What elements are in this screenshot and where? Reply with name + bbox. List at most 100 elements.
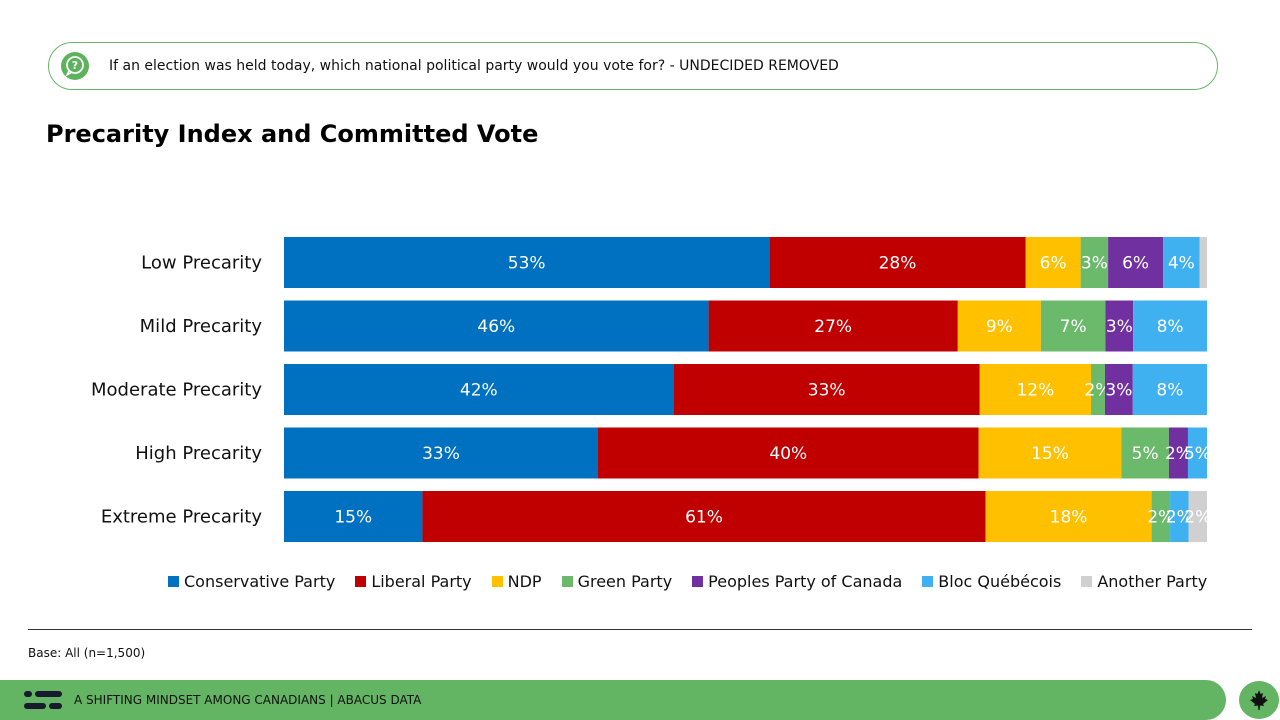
data-label: 15% (334, 508, 372, 528)
legend-swatch (561, 575, 573, 587)
data-label: 2% (1085, 381, 1112, 401)
legend-label: Conservative Party (184, 571, 336, 591)
data-label: 53% (508, 254, 546, 274)
data-label: 40% (769, 444, 807, 464)
bar-segment (1105, 300, 1134, 352)
footer-band: A SHIFTING MINDSET AMONG CANADIANS | ABA… (0, 680, 1226, 720)
legend-item: Liberal Party (355, 571, 472, 591)
bar-segment (1168, 427, 1188, 479)
bar-segment (769, 237, 1026, 288)
bar-segment (284, 427, 599, 479)
question-speech-icon: ? (61, 52, 89, 80)
bar-segment (708, 300, 958, 352)
bar-segment (1170, 491, 1189, 542)
bar-segment (979, 364, 1092, 415)
data-label: 15% (1031, 444, 1069, 464)
data-label: 33% (808, 381, 846, 401)
data-label: 3% (1105, 381, 1132, 401)
bar-segment (1199, 237, 1207, 288)
data-label: 8% (1157, 317, 1184, 337)
bar-segment (284, 237, 770, 288)
legend-item: Another Party (1081, 572, 1207, 591)
data-label: 5% (1132, 444, 1159, 464)
category-label: Extreme Precarity (101, 507, 262, 528)
legend-swatch (1081, 575, 1093, 587)
bar-segment (1163, 237, 1200, 288)
bar-segment (598, 427, 979, 479)
legend-item: Conservative Party (168, 572, 335, 591)
bar-segment (284, 364, 674, 415)
bar-segment (1040, 300, 1106, 352)
legend-item: NDP (491, 571, 542, 591)
bar-segment (1187, 427, 1207, 479)
bar-segment (1121, 427, 1169, 479)
bar-segment (1151, 491, 1171, 542)
data-label: 2% (1147, 508, 1174, 528)
category-label: High Precarity (135, 443, 262, 464)
footer-text: A SHIFTING MINDSET AMONG CANADIANS | ABA… (74, 693, 422, 707)
base-footnote: Base: All (n=1,500) (28, 646, 146, 660)
data-label: 5% (1184, 444, 1211, 464)
question-box: ? If an election was held today, which n… (48, 42, 1218, 90)
bar-segment (673, 364, 980, 415)
bar-segment (284, 491, 423, 542)
svg-text:?: ? (72, 59, 78, 72)
legend-item: Peoples Party of Canada (692, 572, 902, 591)
legend-label: Liberal Party (371, 571, 472, 591)
bar-segment (422, 491, 986, 542)
data-label: 6% (1040, 254, 1067, 274)
data-label: 2% (1166, 508, 1193, 528)
data-label: 2% (1184, 508, 1211, 528)
data-label: 3% (1106, 317, 1133, 337)
category-label: Low Precarity (141, 253, 262, 274)
data-label: 8% (1156, 381, 1183, 401)
category-label: Moderate Precarity (91, 380, 262, 401)
bar-segment (978, 427, 1122, 479)
stacked-bar-chart: Low Precarity 53% 28% 6% 3% 6% 4% Mild Precarit… (91, 237, 1211, 542)
legend-swatch (491, 575, 503, 587)
data-label: 61% (685, 508, 723, 528)
data-label: 18% (1050, 508, 1088, 528)
data-label: 46% (477, 317, 515, 337)
bar-segment (1080, 237, 1109, 288)
legend-label: Another Party (1097, 571, 1208, 591)
data-label: 33% (422, 444, 460, 464)
legend-label: NDP (507, 571, 542, 591)
legend-swatch (692, 575, 704, 587)
maple-leaf-icon (1239, 681, 1279, 719)
bar-segment (284, 300, 709, 352)
legend-swatch (168, 575, 179, 587)
category-label: Mild Precarity (140, 316, 263, 337)
bar-segment (1025, 237, 1081, 288)
data-label: 9% (986, 317, 1013, 337)
chart-title: Precarity Index and Committed Vote (46, 120, 539, 148)
data-label: 2% (1165, 444, 1192, 464)
data-label: 27% (814, 317, 852, 337)
question-text: If an election was held today, which nat… (109, 58, 839, 74)
data-label: 4% (1168, 254, 1195, 274)
chart-legend: Conservative Party Liberal Party NDP Green … (168, 570, 1227, 592)
data-label: 42% (460, 381, 498, 401)
legend-swatch (922, 575, 934, 587)
data-label: 3% (1081, 254, 1108, 274)
data-label: 28% (879, 254, 917, 274)
legend-item: Bloc Québécois (922, 572, 1061, 591)
legend-swatch (355, 575, 367, 587)
legend-item: Green Party (561, 571, 673, 591)
footnote-divider (28, 629, 1252, 630)
bar-segment (1133, 300, 1207, 352)
bar-segment (1091, 364, 1105, 415)
legend-label: Peoples Party of Canada (708, 571, 903, 591)
data-label: 12% (1016, 381, 1054, 401)
legend-label: Green Party (577, 571, 673, 591)
bar-segment (957, 300, 1041, 352)
legend-label: Bloc Québécois (938, 571, 1062, 591)
bar-segment (1104, 364, 1133, 415)
data-label: 6% (1122, 254, 1149, 274)
abacus-logo-icon (24, 691, 62, 709)
bar-segment (985, 491, 1152, 542)
data-label: 7% (1060, 317, 1087, 337)
bar-segment (1108, 237, 1164, 288)
bar-segment (1132, 364, 1207, 415)
bar-segment (1188, 491, 1207, 542)
